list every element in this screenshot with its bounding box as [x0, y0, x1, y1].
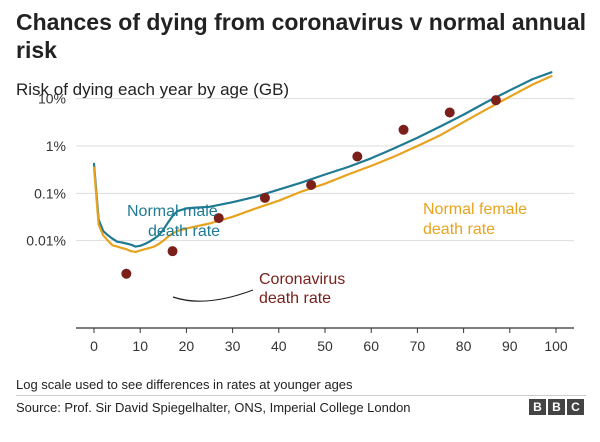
y-axis-tick-labels: 10% 1% 0.1% 0.01% [26, 91, 66, 249]
female-label: Normal female [423, 201, 527, 218]
y-tick-label: 1% [46, 138, 66, 154]
coronavirus-point [167, 246, 178, 257]
x-tick-label: 70 [410, 338, 426, 354]
x-tick-label: 30 [225, 338, 241, 354]
x-tick-label: 50 [317, 338, 333, 354]
coronavirus-point [490, 95, 501, 106]
bbc-logo-letter: B [529, 399, 546, 415]
coronavirus-point [306, 179, 317, 190]
x-tick-label: 80 [456, 338, 472, 354]
coronavirus-label: death rate [259, 290, 331, 307]
source-divider [16, 395, 586, 396]
x-tick-label: 40 [271, 338, 287, 354]
y-tick-label: 0.1% [34, 185, 66, 201]
male-death-rate-line [92, 71, 553, 248]
x-tick-label: 60 [363, 338, 379, 354]
coronavirus-point [259, 192, 270, 203]
male-label: death rate [148, 223, 220, 240]
y-tick-label: 10% [38, 91, 66, 107]
female-label: death rate [423, 221, 495, 238]
source-text: Source: Prof. Sir David Spiegelhalter, O… [16, 400, 411, 415]
coronavirus-point [398, 124, 409, 135]
coronavirus-point [352, 151, 363, 162]
x-tick-label: 90 [502, 338, 518, 354]
male-label: Normal male [127, 203, 218, 220]
coronavirus-point [213, 213, 224, 224]
chart: 10% 1% 0.1% 0.01% 0 10 20 30 40 50 60 70 80 90 100 No… [26, 71, 574, 354]
bbc-logo-letter: B [548, 399, 565, 415]
y-tick-label: 0.01% [26, 233, 66, 249]
chart-subtitle: Risk of dying each year by age (GB) [16, 80, 290, 99]
coronavirus-point [444, 107, 455, 118]
x-tick-label: 0 [90, 338, 98, 354]
bbc-logo: B B C [529, 399, 584, 415]
chart-title: Chances of dying from coronavirus v norm… [16, 9, 587, 63]
bbc-logo-letter: C [567, 399, 584, 415]
annotations: Normal male death rate Normal female death … [127, 201, 527, 307]
x-tick-label: 10 [132, 338, 148, 354]
coronavirus-leader-line [172, 289, 254, 302]
x-tick-label: 20 [179, 338, 195, 354]
log-scale-note: Log scale used to see differences in rat… [16, 377, 353, 392]
coronavirus-points [121, 95, 501, 279]
x-axis: 0 10 20 30 40 50 60 70 80 90 100 [76, 327, 574, 354]
series-lines [92, 71, 553, 253]
coronavirus-label: Coronavirus [259, 271, 345, 288]
x-tick-label: 100 [544, 338, 568, 354]
coronavirus-point [121, 268, 132, 279]
female-death-rate-line [92, 74, 553, 253]
